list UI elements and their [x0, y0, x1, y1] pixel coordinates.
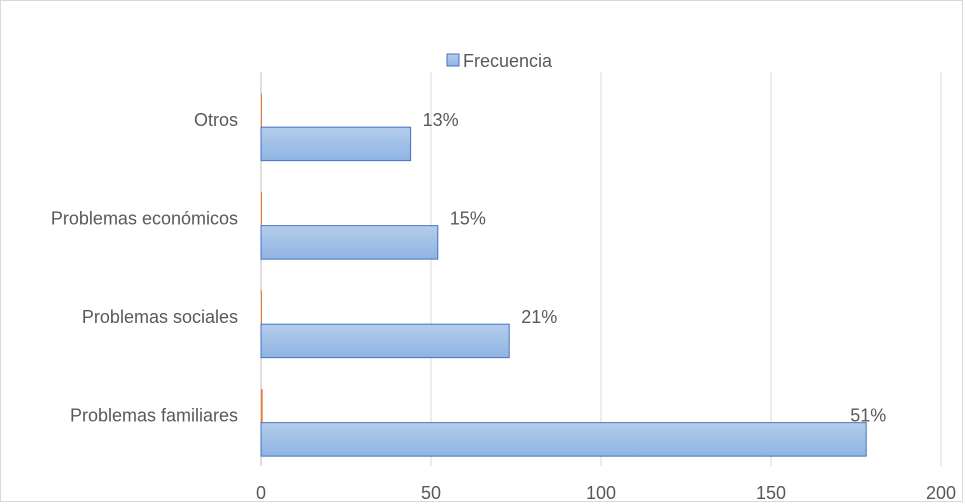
- bar-series2-3: [261, 93, 262, 128]
- bar-series2-0: [261, 389, 263, 423]
- bar-frecuencia-1: [260, 323, 510, 359]
- legend-label-frecuencia: Frecuencia: [463, 51, 553, 71]
- data-label: 21%: [521, 307, 557, 327]
- bar-series2-1: [261, 290, 262, 325]
- legend: Frecuencia: [446, 51, 553, 71]
- legend-swatch: [446, 53, 460, 67]
- bar-series2-2: [261, 192, 262, 226]
- category-label: Otros: [194, 110, 238, 130]
- x-tick-label: 100: [586, 483, 616, 503]
- bar-frecuencia-2: [260, 225, 439, 260]
- labels: 0 50 100 150 200 51% Problemas familiares 21% Pr…: [51, 110, 956, 503]
- bar-frecuencia-3: [260, 126, 412, 162]
- data-label: 51%: [850, 406, 886, 426]
- x-tick-label: 200: [926, 483, 956, 503]
- bar-frecuencia-0: [260, 422, 867, 457]
- data-label: 15%: [450, 209, 486, 229]
- x-tick-label: 0: [256, 483, 266, 503]
- x-tick-label: 150: [756, 483, 786, 503]
- category-label: Problemas familiares: [70, 406, 238, 426]
- category-label: Problemas sociales: [82, 307, 238, 327]
- data-label: 13%: [423, 110, 459, 130]
- bars: [260, 93, 867, 457]
- category-label: Problemas económicos: [51, 209, 238, 229]
- x-tick-label: 50: [421, 483, 441, 503]
